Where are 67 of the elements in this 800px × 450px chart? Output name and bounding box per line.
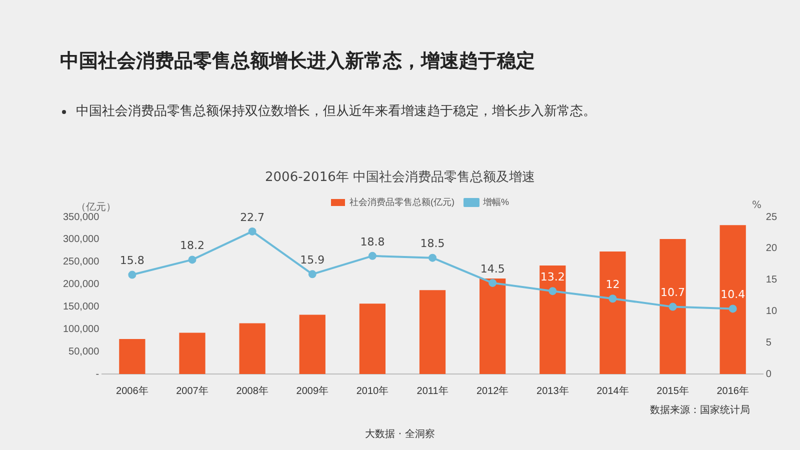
y2-tick-label: 5	[766, 337, 772, 348]
point	[248, 227, 256, 236]
point	[308, 270, 316, 278]
y2-tick-label: 20	[766, 243, 778, 254]
x-tick-label: 2009年	[296, 384, 329, 397]
text: 2006-2016年 中国社会消费品零售总额及增速	[264, 169, 536, 186]
x-tick-label: 2007年	[176, 384, 208, 397]
bar	[299, 314, 326, 374]
y2-tick-label: 10	[766, 306, 778, 317]
data-label: 22.7	[240, 210, 265, 224]
data-label: 12	[606, 278, 620, 291]
data-label: 18.8	[360, 235, 385, 248]
point	[488, 278, 497, 287]
x-tick-label: 2006年	[116, 384, 148, 397]
x-tick-label: 2016年	[716, 384, 749, 397]
bar	[239, 323, 266, 374]
point	[428, 254, 437, 262]
y2-tick-label: 15	[766, 274, 778, 286]
point	[368, 252, 376, 260]
data-label: 15.9	[300, 254, 325, 267]
chart-title: 中国社会消费品零售总额增长进入新常态，增速趋于稳定	[60, 49, 535, 74]
x-tick-label: 2012年	[476, 384, 509, 397]
bar	[600, 252, 626, 374]
x-tick-label: 2013年	[536, 384, 569, 397]
bar	[179, 332, 206, 374]
y2-tick-label: 25	[766, 212, 778, 223]
bar	[660, 238, 686, 374]
bar	[480, 278, 506, 374]
legend-label: 社会消费品零售总额(亿元)	[350, 196, 454, 207]
bar	[540, 265, 566, 374]
point	[728, 304, 737, 313]
bar	[359, 304, 386, 374]
bar	[119, 339, 146, 374]
source-note: 数据来源：国家统计局	[650, 404, 750, 417]
text: 大数据 · 全洞察	[364, 428, 436, 441]
point	[608, 294, 617, 303]
x-tick-label: 2015年	[656, 384, 689, 397]
legend-label: 增幅%	[482, 196, 510, 207]
y-tick-label: 150,000	[62, 301, 100, 312]
y2-tick-label: 0	[766, 368, 772, 380]
chart-subtitle: 中国社会消费品零售总额保持双位数增长，但从近年来看增速趋于稳定，增长步入新常态。	[76, 103, 596, 120]
y2-axis-title: %	[752, 200, 762, 211]
y-tick-label: 100,000	[62, 324, 100, 335]
y-tick-label: 250,000	[62, 256, 100, 268]
data-label: 15.8	[120, 254, 144, 268]
point	[668, 302, 677, 311]
data-label: 10.7	[660, 286, 686, 300]
point	[188, 256, 196, 264]
data-label: 10.4	[720, 288, 746, 302]
data-label: 14.5	[480, 262, 505, 276]
y-tick-label: 50,000	[68, 346, 100, 358]
data-label: 18.2	[180, 239, 204, 252]
data-label: 13.2	[540, 270, 565, 284]
x-tick-label: 2008年	[236, 384, 268, 397]
y-tick-label: -	[96, 368, 100, 380]
point	[128, 270, 136, 279]
y-axis-title: （亿元）	[76, 201, 116, 213]
bar	[720, 225, 746, 374]
x-tick-label: 2011年	[416, 384, 448, 397]
x-tick-label: 2010年	[356, 384, 389, 397]
data-label: 18.5	[420, 237, 445, 250]
y-tick-label: 200,000	[62, 279, 100, 290]
x-tick-label: 2014年	[596, 384, 629, 397]
point	[548, 287, 557, 296]
bar	[419, 290, 446, 374]
y-tick-label: 350,000	[62, 212, 100, 223]
y-tick-label: 300,000	[62, 234, 100, 246]
